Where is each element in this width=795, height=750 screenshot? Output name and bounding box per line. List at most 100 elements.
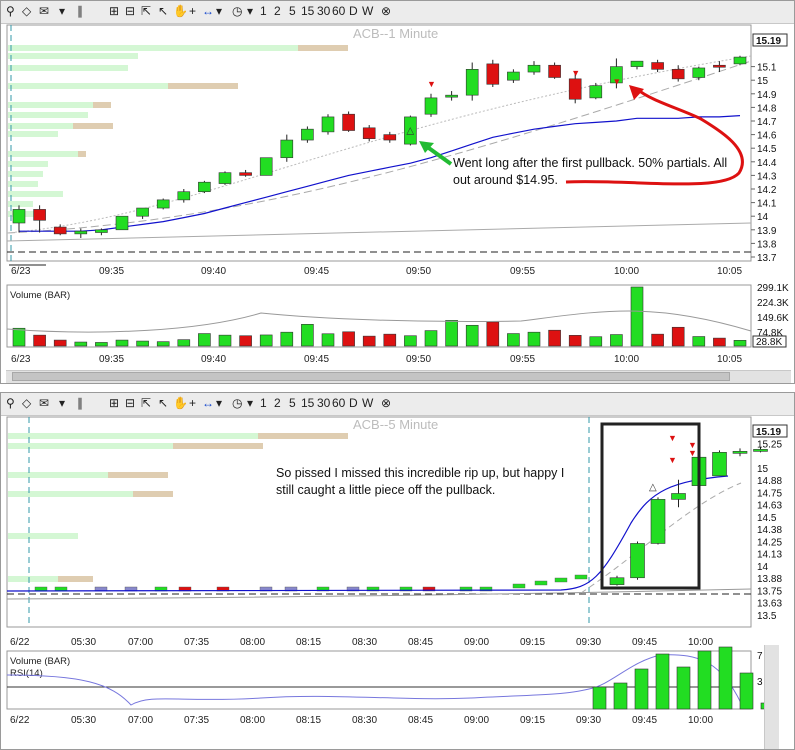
ma-blue-line: [19, 115, 741, 232]
mail-icon[interactable]: ✉: [39, 396, 50, 410]
volume-title: Volume (BAR): [10, 290, 70, 301]
volume-tick-label: 299.1K: [757, 283, 789, 294]
price-tick-label: 14.88: [757, 476, 782, 487]
period-60[interactable]: 60: [332, 4, 346, 18]
pause-icon[interactable]: ∥: [77, 4, 83, 18]
hand-icon[interactable]: ✋: [173, 396, 188, 410]
candle: [732, 451, 748, 454]
date-label: 6/22: [10, 715, 30, 726]
zoom-out-icon[interactable]: ⊟: [125, 396, 136, 410]
vertical-scrollbar[interactable]: [764, 645, 779, 749]
close-icon[interactable]: ⊗: [381, 396, 392, 410]
volume-profile-bar: [8, 123, 73, 129]
watermark: ACB--5 Minute: [353, 417, 438, 432]
volume-title: Volume (BAR): [10, 656, 70, 667]
time-tick-label: 10:00: [614, 266, 639, 277]
time-tick-label: 07:00: [128, 715, 153, 726]
volume-profile-bar: [298, 45, 348, 51]
time-tick-label: 08:15: [296, 715, 321, 726]
clock-icon[interactable]: ◷: [232, 4, 243, 18]
horizontal-scrollbar[interactable]: [6, 370, 791, 383]
period-d[interactable]: D: [349, 4, 358, 18]
time-tick-label: 09:45: [632, 637, 657, 648]
period-5[interactable]: 5: [289, 4, 296, 18]
mail-icon[interactable]: ✉: [39, 4, 50, 18]
dropdown-icon[interactable]: ▾: [247, 396, 254, 410]
volume-bar: [424, 330, 438, 347]
price-tick-label: 14.3: [757, 171, 777, 182]
volume-profile-bar: [8, 83, 168, 89]
period-1[interactable]: 1: [260, 396, 267, 410]
zoom-out-icon[interactable]: ⊟: [125, 4, 136, 18]
line-tool-icon[interactable]: ↔: [202, 4, 214, 18]
time-tick-label: 09:40: [201, 354, 226, 365]
dropdown-icon[interactable]: ▾: [216, 396, 223, 410]
candle: [650, 499, 666, 544]
clock-icon[interactable]: ◷: [232, 396, 243, 410]
volume-last-box: [752, 335, 787, 348]
pause-icon[interactable]: ∥: [77, 396, 83, 410]
period-w[interactable]: W: [362, 396, 374, 410]
period-60[interactable]: 60: [332, 396, 346, 410]
sell-marker: ▼: [688, 448, 697, 458]
candle: [651, 62, 664, 70]
volume-bar: [301, 323, 314, 347]
time-tick-label: 10:00: [688, 715, 713, 726]
volume-bar: [74, 341, 88, 347]
crosshair-icon[interactable]: +: [189, 4, 197, 18]
price-tick-label: 14.5: [757, 513, 777, 524]
volume-profile-bar: [8, 53, 138, 59]
crosshair-icon[interactable]: +: [189, 396, 197, 410]
search-icon[interactable]: ⚲: [6, 396, 15, 410]
rsi-tick-label: 7: [757, 651, 763, 662]
period-15[interactable]: 15: [301, 4, 315, 18]
last-price-box: [752, 33, 788, 47]
price-tick-label: 14.25: [757, 538, 782, 549]
candle: [568, 78, 582, 100]
premarket-candle: [422, 586, 436, 592]
ma-blue-line: [6, 475, 729, 592]
close-icon[interactable]: ⊗: [381, 4, 392, 18]
dropdown-icon[interactable]: ▾: [216, 4, 223, 18]
shape-icon[interactable]: ◇: [22, 4, 32, 18]
volume-bar: [548, 329, 561, 347]
highlight-box: [600, 422, 701, 590]
volume-bar: [733, 340, 747, 347]
hand-icon[interactable]: ✋: [173, 4, 188, 18]
shape-icon[interactable]: ◇: [22, 396, 32, 410]
period-d[interactable]: D: [349, 396, 358, 410]
ma-dashed-line: [6, 60, 752, 234]
zoom-in-icon[interactable]: ⊞: [109, 4, 120, 18]
time-tick-label: 10:05: [717, 354, 742, 365]
sell-marker: ▼: [688, 440, 697, 450]
line-tool-icon[interactable]: ↔: [202, 396, 214, 410]
volume-bar: [445, 320, 458, 347]
price-tick-label: 14.63: [757, 500, 782, 511]
candle: [280, 139, 294, 159]
period-5[interactable]: 5: [289, 396, 296, 410]
pointer-icon[interactable]: ↖: [158, 4, 169, 18]
premarket-candle: [534, 580, 548, 586]
search-icon[interactable]: ⚲: [6, 4, 15, 18]
period-30[interactable]: 30: [317, 4, 331, 18]
period-1[interactable]: 1: [260, 4, 267, 18]
period-30[interactable]: 30: [317, 396, 331, 410]
dropdown-icon[interactable]: ▾: [59, 396, 66, 410]
period-2[interactable]: 2: [274, 396, 281, 410]
price-tick-label: 14.9: [757, 90, 777, 101]
pointer-icon[interactable]: ↖: [158, 396, 169, 410]
zoom-in-icon[interactable]: ⊞: [109, 396, 120, 410]
scrollbar-thumb[interactable]: [12, 372, 730, 381]
candle: [424, 97, 438, 115]
time-tick-label: 08:00: [240, 637, 265, 648]
expand-icon[interactable]: ⇱: [141, 4, 152, 18]
expand-icon[interactable]: ⇱: [141, 396, 152, 410]
volume-profile-bar: [8, 171, 43, 177]
dropdown-icon[interactable]: ▾: [247, 4, 254, 18]
period-15[interactable]: 15: [301, 396, 315, 410]
period-2[interactable]: 2: [274, 4, 281, 18]
dropdown-icon[interactable]: ▾: [59, 4, 66, 18]
period-w[interactable]: W: [362, 4, 374, 18]
volume-bar: [156, 341, 170, 347]
candle: [713, 64, 726, 68]
